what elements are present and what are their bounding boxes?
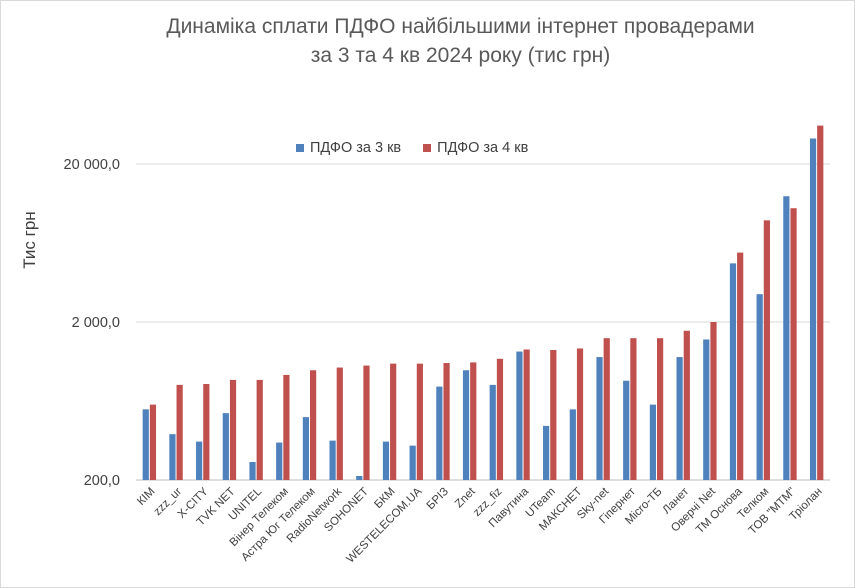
bar-q3-16 <box>569 409 576 480</box>
bar-q3-20 <box>676 357 683 480</box>
bar-q3-22 <box>729 263 737 480</box>
bar-q3-7 <box>329 440 336 480</box>
bar-q4-25 <box>817 125 824 481</box>
bar-q3-23 <box>756 294 763 480</box>
bar-q3-10 <box>409 445 416 480</box>
bar-q4-0 <box>149 404 157 480</box>
chart-title-line2: за 3 та 4 кв 2024 року (тис грн) <box>310 44 611 67</box>
bar-q3-25 <box>809 138 817 481</box>
legend-label-q4: ПДФО за 4 кв <box>437 140 529 156</box>
legend-swatch-q4 <box>423 144 432 152</box>
bar-q3-4 <box>249 461 256 480</box>
bar-q4-16 <box>576 348 584 480</box>
bar-q4-15 <box>550 349 557 480</box>
y-tick-label-0: 200,0 <box>84 473 120 489</box>
bar-q4-22 <box>737 252 744 480</box>
bar-q3-12 <box>462 370 470 480</box>
bar-q4-12 <box>470 362 477 480</box>
bar-q3-6 <box>302 417 309 480</box>
legend: ПДФО за 3 кв ПДФО за 4 кв <box>296 140 528 156</box>
x-tick-label-0: КІМ <box>135 486 157 508</box>
bar-q4-23 <box>763 220 770 480</box>
bar-q4-9 <box>390 363 397 480</box>
bar-q4-1 <box>176 384 183 480</box>
bar-q4-19 <box>657 338 664 480</box>
bar-q4-18 <box>630 338 637 480</box>
bar-q3-9 <box>382 441 390 480</box>
bar-q4-17 <box>603 338 610 480</box>
chart-title: Динаміка сплати ПДФО найбільшими інтерне… <box>0 12 855 70</box>
bar-q3-2 <box>196 441 203 480</box>
bar-q4-7 <box>336 367 343 480</box>
bar-q4-3 <box>229 379 237 480</box>
bar-q4-6 <box>310 370 317 480</box>
bar-q3-8 <box>356 476 363 480</box>
y-tick-label-1: 2 000,0 <box>72 315 120 331</box>
bar-q4-24 <box>790 208 797 480</box>
bar-q4-20 <box>683 330 690 480</box>
bar-q3-0 <box>142 409 149 480</box>
y-tick-label-2: 20 000,0 <box>64 157 120 173</box>
bar-q3-13 <box>489 384 496 480</box>
bar-q3-15 <box>543 425 550 480</box>
x-tick-label-11: БРІЗ <box>425 486 451 512</box>
bar-q4-2 <box>203 384 210 480</box>
bar-q3-5 <box>276 442 283 480</box>
bar-q4-10 <box>416 363 423 480</box>
legend-item-q3: ПДФО за 3 кв <box>296 140 401 156</box>
bar-q4-8 <box>363 365 370 480</box>
bar-q3-3 <box>222 413 229 480</box>
chart-title-line1: Динаміка сплати ПДФО найбільшими інтерне… <box>166 15 755 38</box>
bar-q3-11 <box>436 386 443 480</box>
bar-q3-1 <box>169 434 176 480</box>
legend-swatch-q3 <box>296 144 304 152</box>
legend-item-q4: ПДФО за 4 кв <box>423 140 528 156</box>
bar-q3-24 <box>783 196 790 480</box>
bar-q4-13 <box>496 358 504 480</box>
bar-q3-19 <box>649 404 656 480</box>
bar-q3-17 <box>596 357 603 480</box>
bar-q4-21 <box>710 322 717 480</box>
bar-q3-18 <box>623 380 630 480</box>
bar-q3-21 <box>703 339 710 480</box>
bar-q4-11 <box>443 363 450 480</box>
bar-q3-14 <box>516 351 523 480</box>
bar-q4-14 <box>523 349 530 480</box>
legend-label-q3: ПДФО за 3 кв <box>310 140 402 156</box>
bar-q4-5 <box>283 374 290 480</box>
bar-q4-4 <box>256 379 263 480</box>
